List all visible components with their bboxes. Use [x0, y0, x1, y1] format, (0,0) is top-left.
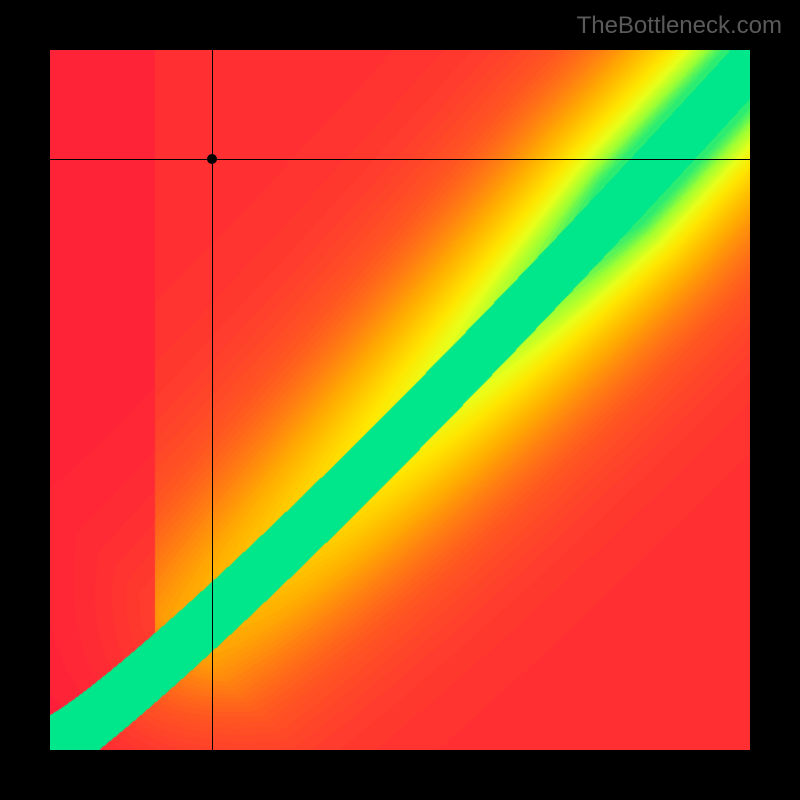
bottleneck-heatmap [50, 50, 750, 750]
data-point-marker [207, 154, 217, 164]
watermark-text: TheBottleneck.com [577, 12, 782, 40]
heatmap-canvas [50, 50, 750, 750]
crosshair-horizontal [50, 159, 750, 160]
